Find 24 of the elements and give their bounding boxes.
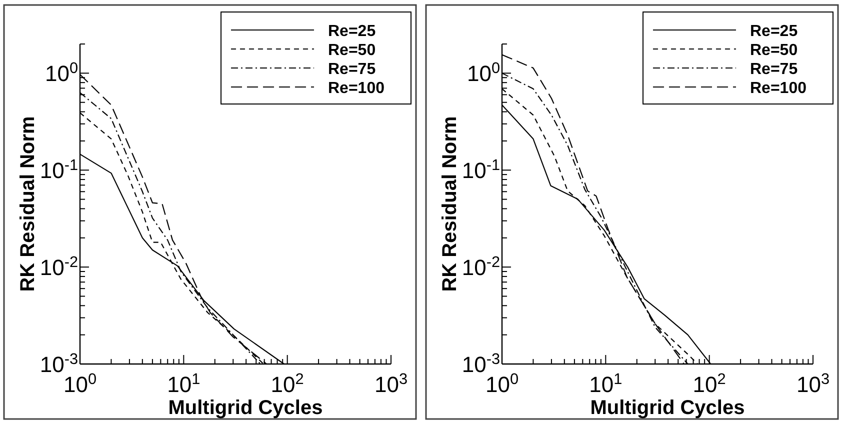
x-tick-label: 10$^{3}$	[374, 370, 408, 397]
x-axis-title: Multigrid Cycles	[168, 397, 323, 419]
y-tick-label: 10$^{0}$	[466, 60, 500, 86]
y-axis-title: RK Residual Norm	[17, 116, 39, 292]
text: Re=75	[328, 61, 376, 78]
text: Re=25	[328, 23, 376, 40]
y-tick-label: 10$^{-1}$	[462, 156, 500, 184]
text: Re=100	[750, 80, 807, 97]
text: Re=100	[328, 80, 385, 97]
x-tick-label: 10$^{2}$	[270, 370, 304, 397]
y-tick-label: 10$^{-2}$	[40, 254, 78, 280]
x-tick-label: 10$^{1}$	[167, 370, 200, 397]
y-tick-label: 10$^{-2}$	[462, 254, 500, 280]
text: Re=25	[750, 23, 798, 40]
y-tick-label: 10$^{0}$	[44, 60, 78, 86]
x-tick-label: 10$^{1}$	[589, 370, 622, 397]
y-axis-title: RK Residual Norm	[439, 116, 461, 292]
y-tick-label: 10$^{-1}$	[40, 156, 78, 184]
text: Re=50	[750, 42, 798, 59]
x-tick-label: 10$^{2}$	[692, 370, 726, 397]
text: Re=50	[328, 42, 376, 59]
text: Re=75	[750, 61, 798, 78]
x-tick-label: 10$^{3}$	[796, 370, 830, 397]
x-axis-title: Multigrid Cycles	[590, 397, 745, 419]
